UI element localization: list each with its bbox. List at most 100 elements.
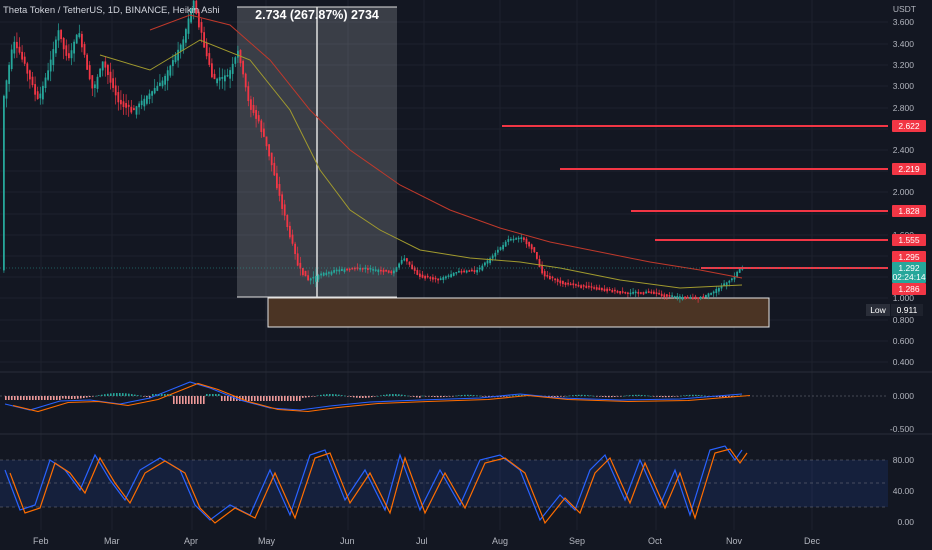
candle-body — [541, 265, 543, 274]
macd-bar — [266, 396, 268, 401]
candle-body — [47, 70, 49, 80]
macd-bar — [680, 395, 682, 397]
macd-bar — [380, 395, 382, 397]
macd-bar — [644, 395, 646, 396]
macd-bar — [434, 396, 436, 398]
candle-body — [614, 289, 616, 292]
candle-body — [133, 108, 135, 111]
candle-body — [525, 238, 528, 245]
macd-bar — [254, 396, 256, 401]
candle-body — [231, 63, 234, 74]
candle-body — [346, 268, 348, 271]
stoch-tick: 40.00 — [892, 486, 914, 496]
macd-bar — [116, 393, 118, 396]
macd-bar — [152, 394, 154, 396]
candle-body — [489, 258, 491, 264]
macd-bar — [215, 394, 217, 396]
macd-bar — [461, 395, 463, 396]
macd-bar — [368, 396, 370, 398]
candle-body — [369, 268, 372, 270]
macd-bar — [326, 394, 328, 396]
macd-bar — [653, 396, 655, 397]
candle-body — [723, 283, 725, 286]
macd-bar — [23, 396, 25, 400]
candle-body — [8, 64, 10, 84]
candle-body — [153, 88, 156, 94]
macd-bar — [308, 396, 310, 398]
candle-body — [512, 238, 515, 241]
macd-bar — [92, 396, 94, 397]
macd-bar — [119, 393, 121, 396]
macd-bar — [356, 396, 358, 398]
macd-bar — [230, 396, 232, 401]
support-zone-box[interactable] — [267, 297, 770, 328]
macd-bar — [689, 394, 691, 396]
macd-bar — [365, 396, 367, 398]
candle-body — [590, 286, 593, 288]
candle-body — [86, 54, 88, 70]
macd-bar — [143, 396, 145, 397]
candle-body — [398, 263, 400, 268]
macd-bar — [605, 396, 607, 398]
macd-bar — [164, 394, 166, 396]
candle-body — [468, 270, 471, 272]
macd-bar — [353, 396, 355, 398]
candle-body — [114, 85, 117, 96]
candle-body — [34, 84, 36, 95]
candle-body — [294, 243, 296, 255]
macd-bar — [311, 396, 313, 397]
macd-bar — [554, 396, 556, 398]
candle-body — [725, 282, 728, 287]
candle-body — [148, 93, 151, 100]
candle-body — [120, 99, 122, 105]
macd-bar — [665, 396, 667, 398]
candle-body — [62, 37, 65, 50]
candle-body — [439, 278, 442, 280]
macd-bar — [506, 396, 508, 397]
macd-bar — [269, 396, 271, 401]
macd-bar — [458, 395, 460, 396]
macd-signal-line — [12, 382, 751, 413]
candle-body — [660, 293, 663, 297]
candle-body — [582, 285, 585, 287]
macd-bar — [470, 394, 472, 396]
candle-body — [387, 270, 390, 273]
candle-body — [393, 270, 395, 274]
macd-bar — [392, 394, 394, 396]
candle-body — [174, 55, 177, 63]
candle-body — [68, 53, 70, 59]
symbol-title[interactable]: Theta Token / TetherUS, 1D, BINANCE, Hei… — [3, 5, 220, 16]
candle-body — [572, 283, 575, 286]
candle-body — [161, 80, 164, 87]
macd-bar — [110, 393, 112, 396]
candle-body — [130, 106, 133, 113]
candle-body — [60, 29, 62, 40]
macd-bar — [5, 396, 7, 400]
macd-bar — [248, 396, 250, 401]
candle-body — [608, 288, 611, 291]
ma-medium-line — [99, 39, 743, 289]
candle-body — [494, 252, 497, 257]
candle-body — [55, 39, 57, 54]
price-tag: 2.622 — [892, 120, 926, 132]
candle-body — [707, 293, 710, 297]
macd-bar — [509, 395, 511, 397]
candle-body — [107, 64, 109, 76]
macd-bar — [11, 396, 13, 400]
macd-bar — [314, 396, 316, 397]
target-levels[interactable] — [502, 125, 888, 269]
candle-body — [520, 237, 523, 240]
macd-bar — [275, 396, 277, 401]
candle-body — [250, 99, 252, 110]
candle-body — [676, 296, 679, 298]
macd-bar — [188, 396, 190, 404]
candle-body — [697, 297, 699, 299]
candle-body — [296, 253, 299, 266]
price-tag: 1.555 — [892, 234, 926, 246]
macd-bar — [422, 395, 424, 397]
macd-bar — [551, 396, 553, 398]
macd-bar — [446, 396, 448, 397]
candle-body — [533, 247, 536, 253]
